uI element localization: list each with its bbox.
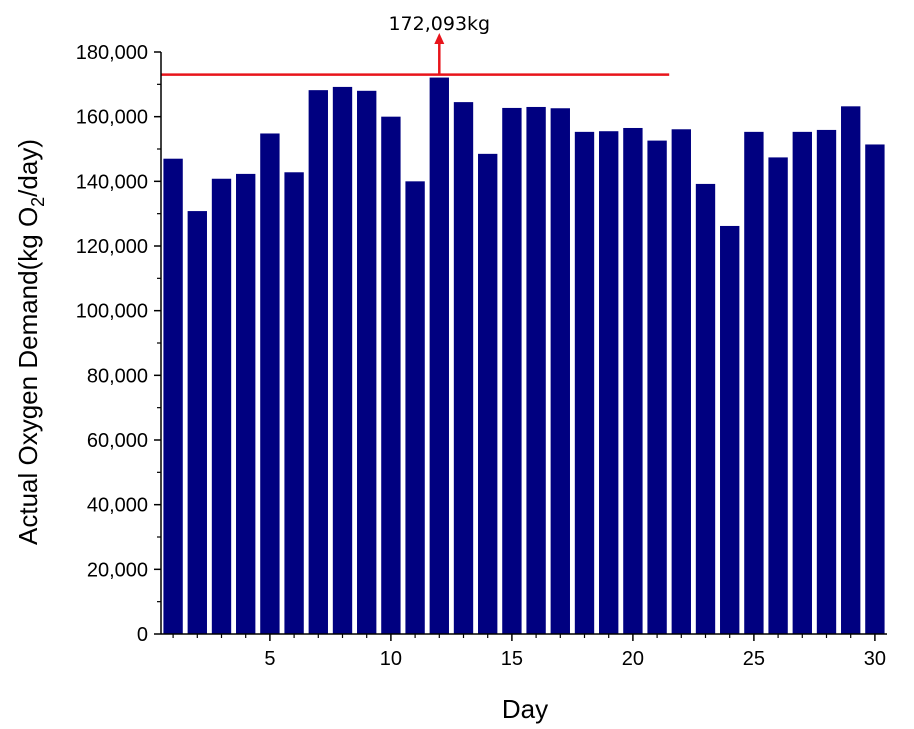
x-tick-label: 30 — [864, 648, 886, 670]
bar-day-11 — [405, 181, 425, 635]
y-tick-label: 120,000 — [76, 236, 148, 258]
x-tick-label: 15 — [501, 648, 523, 670]
bar-day-17 — [550, 108, 570, 634]
bar-day-7 — [308, 90, 328, 635]
bar-day-23 — [695, 183, 716, 635]
bar-day-8 — [332, 86, 353, 635]
bar-day-22 — [671, 129, 691, 634]
x-axis-title: Day — [502, 694, 548, 724]
tick-labels-group: 0 20,000 40,000 60,000 80,000 100,000 120,000 1… — [76, 42, 886, 670]
bar-day-19 — [599, 131, 619, 634]
bar-day-3 — [211, 178, 232, 634]
y-tick-label: 40,000 — [87, 495, 148, 517]
peak-annotation-label: 172,093kg — [388, 13, 490, 35]
x-tick-label: 20 — [622, 648, 644, 670]
bar-day-20 — [623, 127, 643, 634]
bar-day-6 — [284, 172, 304, 634]
y-tick-label: 80,000 — [87, 365, 148, 387]
y-tick-label: 100,000 — [76, 301, 148, 323]
y-tick-label: 20,000 — [87, 559, 148, 581]
y-tick-label: 140,000 — [76, 171, 148, 193]
y-tick-label: 160,000 — [76, 107, 148, 129]
bar-day-4 — [236, 173, 256, 634]
y-tick-label: 0 — [137, 624, 148, 646]
bar-day-25 — [744, 131, 764, 634]
y-axis-title-tail: /day) — [13, 139, 43, 197]
bar-day-29 — [841, 106, 861, 634]
annotation-arrow-head — [434, 33, 445, 44]
bar-day-9 — [357, 90, 377, 635]
bars-group — [163, 77, 885, 635]
bar-day-28 — [816, 129, 837, 634]
x-tick-label: 5 — [264, 648, 275, 670]
y-axis-title-main: Actual Oxygen Demand(kg O — [13, 207, 43, 545]
bar-day-26 — [768, 157, 788, 634]
bar-day-15 — [502, 107, 522, 635]
bar-day-12 — [429, 77, 449, 634]
reference-line-group — [161, 33, 670, 76]
bar-day-24 — [720, 225, 740, 634]
bar-day-14 — [478, 153, 498, 634]
bar-day-13 — [453, 102, 474, 634]
bar-day-1 — [163, 158, 183, 634]
bar-day-21 — [647, 140, 667, 635]
bar-day-2 — [187, 211, 207, 634]
x-tick-label: 10 — [380, 648, 402, 670]
y-axis-title: Actual Oxygen Demand(kg O2/day) — [13, 139, 48, 545]
bar-day-30 — [865, 144, 885, 634]
bar-day-27 — [792, 131, 812, 634]
y-tick-label: 60,000 — [87, 430, 148, 452]
bar-day-5 — [260, 133, 280, 635]
ticks-group — [154, 51, 876, 641]
bar-day-10 — [381, 116, 401, 634]
y-tick-label: 180,000 — [76, 42, 148, 64]
bar-day-18 — [574, 131, 595, 634]
x-tick-label: 25 — [743, 648, 765, 670]
bar-day-16 — [526, 106, 546, 634]
y-axis-title-subscript: 2 — [28, 197, 48, 207]
